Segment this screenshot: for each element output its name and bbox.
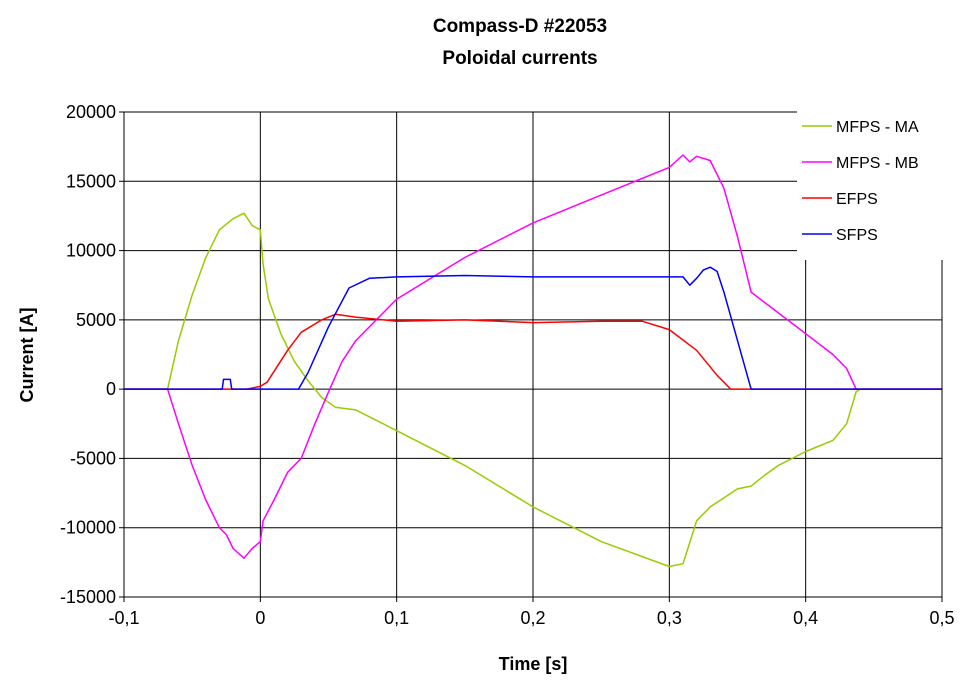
series-line-3 — [124, 266, 942, 390]
series-layer — [124, 154, 942, 568]
y-tick-label-5: 10000 — [66, 241, 116, 261]
chart-title: Compass-D #22053 — [433, 16, 607, 37]
y-axis-ticks: -15000 -10000 -5000 0 5000 10000 15000 20000 — [60, 102, 124, 607]
x-tick-label-2: 0,1 — [384, 608, 409, 628]
y-tick-label-1: -10000 — [60, 518, 116, 538]
legend-label-0: MFPS - MA — [836, 119, 919, 136]
x-tick-label-5: 0,4 — [793, 608, 818, 628]
legend: MFPS - MA MFPS - MB EFPS SFPS — [797, 105, 947, 260]
series-line-2 — [124, 313, 942, 390]
y-tick-label-0: -15000 — [60, 587, 116, 607]
x-tick-label-3: 0,2 — [520, 608, 545, 628]
legend-label-2: EFPS — [836, 191, 878, 208]
y-tick-label-2: -5000 — [70, 448, 116, 468]
x-axis-ticks: -0,1 0 0,1 0,2 0,3 0,4 0,5 — [108, 597, 955, 628]
x-tick-label-6: 0,5 — [929, 608, 954, 628]
x-tick-label-0: -0,1 — [108, 608, 139, 628]
legend-label-1: MFPS - MB — [836, 155, 919, 172]
x-tick-label-1: 0 — [255, 608, 265, 628]
legend-label-3: SFPS — [836, 227, 878, 244]
chart-subtitle: Poloidal currents — [442, 48, 597, 69]
series-line-0 — [124, 212, 942, 568]
y-tick-label-4: 5000 — [76, 310, 116, 330]
y-tick-label-3: 0 — [106, 379, 116, 399]
y-axis-label: Current [A] — [17, 308, 37, 403]
y-tick-label-7: 20000 — [66, 102, 116, 122]
x-axis-label: Time [s] — [499, 654, 568, 674]
y-tick-label-6: 15000 — [66, 171, 116, 191]
x-tick-label-4: 0,3 — [657, 608, 682, 628]
